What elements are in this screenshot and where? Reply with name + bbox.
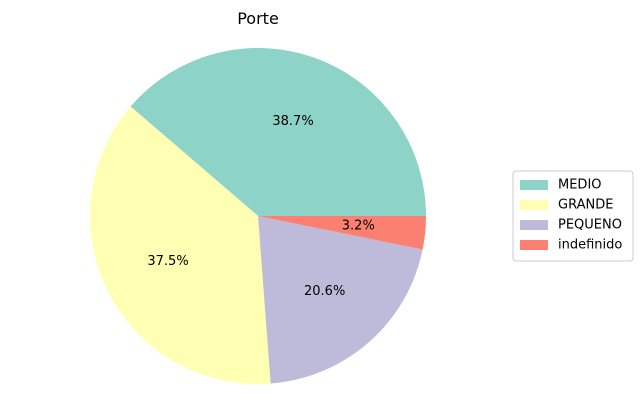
pie-slice-medio bbox=[130, 48, 426, 217]
chart-title: Porte bbox=[237, 9, 279, 28]
legend-label-grande: GRANDE bbox=[558, 198, 613, 213]
legend-swatch-medio bbox=[520, 180, 548, 190]
legend-frame bbox=[512, 170, 634, 262]
legend-swatch-pequeno bbox=[520, 220, 548, 230]
legend-swatch-grande bbox=[520, 200, 548, 210]
pie-slice-grande bbox=[90, 106, 271, 384]
pie-slices bbox=[90, 48, 426, 384]
pie-slice-indefinido bbox=[258, 216, 426, 250]
slice-label-indefinido: 3.2% bbox=[342, 219, 375, 234]
slice-label-pequeno: 20.6% bbox=[304, 284, 345, 299]
legend-items: MEDIO GRANDE PEQUENO indefinido bbox=[520, 178, 622, 253]
pie-slice-pequeno bbox=[258, 216, 423, 384]
legend-label-medio: MEDIO bbox=[558, 178, 602, 193]
legend-label-pequeno: PEQUENO bbox=[558, 218, 622, 233]
legend-swatch-indefinido bbox=[520, 240, 548, 250]
legend-label-indefinido: indefinido bbox=[558, 238, 622, 253]
slice-labels: 38.7% 37.5% 20.6% 3.2% bbox=[147, 114, 374, 299]
slice-label-grande: 37.5% bbox=[147, 254, 188, 269]
slice-label-medio: 38.7% bbox=[272, 114, 313, 129]
legend: MEDIO GRANDE PEQUENO indefinido bbox=[512, 170, 634, 262]
